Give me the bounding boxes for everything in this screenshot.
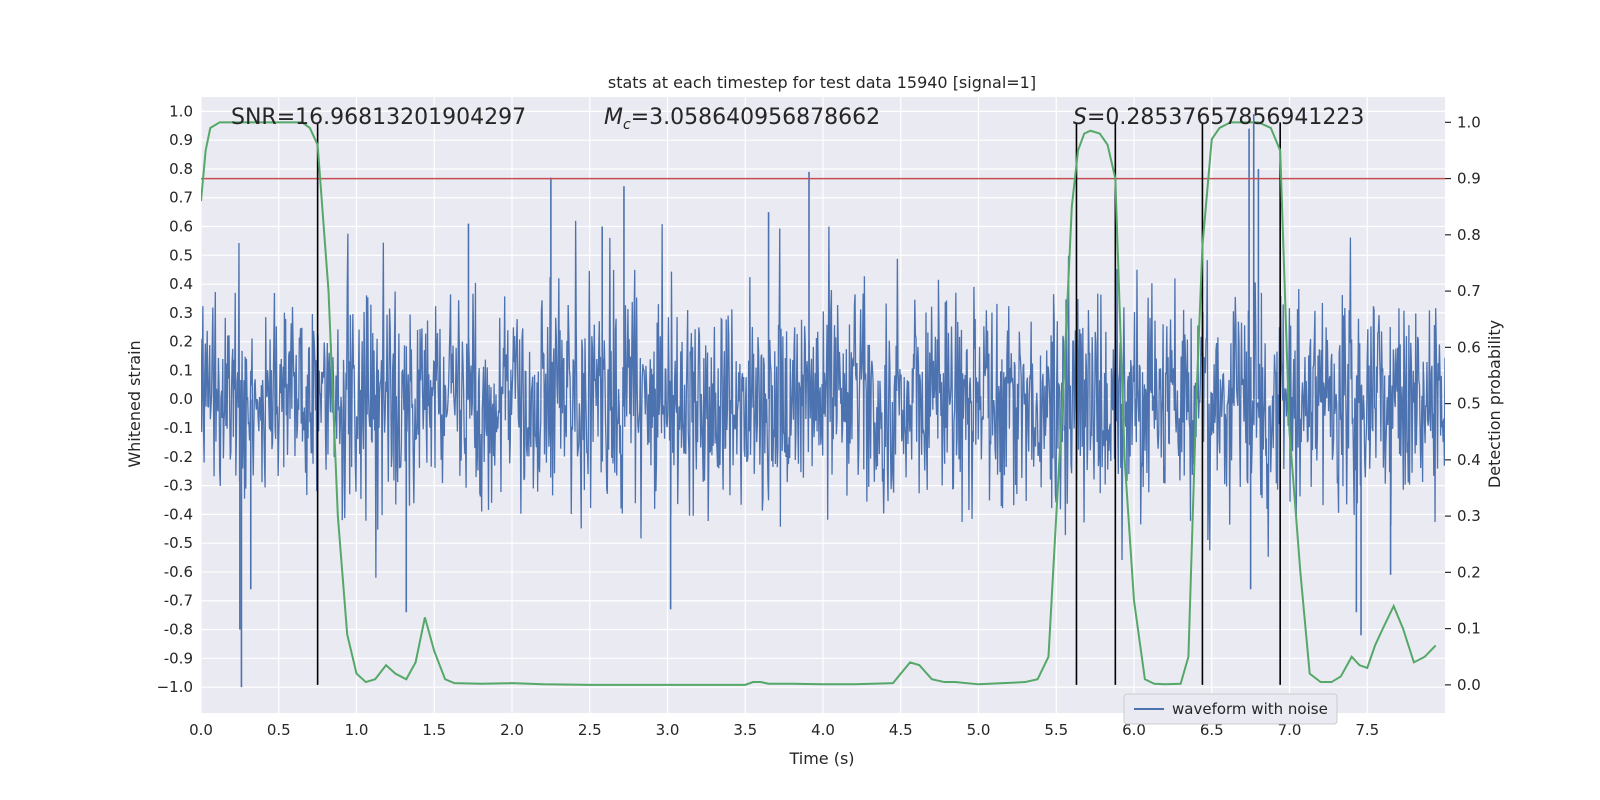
probability-line bbox=[201, 121, 1437, 686]
y-left-tick-label: -0.6 bbox=[164, 563, 193, 581]
probability-series bbox=[201, 121, 1437, 686]
x-tick-label: 4.5 bbox=[889, 721, 913, 739]
y-right-tick-label: 0.7 bbox=[1457, 282, 1481, 300]
y-axis-left-ticks: 1.0 0.9 0.8 0.7 0.6 0.5 0.4 0.3 0.2 0.1 0.0 -0.1 -0.… bbox=[157, 102, 193, 696]
chirp-mass-symbol: M bbox=[604, 105, 623, 130]
waveform-series bbox=[201, 114, 1445, 688]
y-right-tick-label: 1.0 bbox=[1457, 113, 1481, 131]
y-left-tick-label: -0.8 bbox=[164, 621, 193, 639]
x-tick-label: 2.0 bbox=[500, 721, 524, 739]
y-left-tick-label: -0.7 bbox=[164, 592, 193, 610]
legend-box bbox=[1123, 693, 1338, 725]
y-right-tick-label: 0.5 bbox=[1457, 395, 1481, 413]
x-tick-label: 0.0 bbox=[189, 721, 213, 739]
y-right-tick-label: 0.6 bbox=[1457, 338, 1481, 356]
event-lines bbox=[316, 122, 1281, 685]
y-left-tick-label: 0.1 bbox=[169, 361, 193, 379]
chirp-mass-value: =3.058640956878662 bbox=[631, 105, 880, 130]
y-left-tick-label: 0.8 bbox=[169, 160, 193, 178]
x-tick-label: 3.5 bbox=[733, 721, 757, 739]
chirp-mass-subscript: c bbox=[623, 117, 631, 133]
chirp-mass-annotation: Mc=3.058640956878662 bbox=[604, 105, 880, 133]
s-value: =0.28537657856941223 bbox=[1087, 105, 1364, 130]
y-right-tick-label: 0.4 bbox=[1457, 451, 1481, 469]
y-left-tick-label: -0.3 bbox=[164, 477, 193, 495]
y-left-tick-label: 0.9 bbox=[169, 131, 193, 149]
y-right-tick-label: 0.8 bbox=[1457, 226, 1481, 244]
y-right-tick-label: 0.9 bbox=[1457, 170, 1481, 188]
x-axis-ticks: 0.0 0.5 1.0 1.5 2.0 2.5 3.0 3.5 4.0 4.5 5.0 5.5 6.0 6… bbox=[189, 721, 1379, 739]
x-tick-label: 4.0 bbox=[811, 721, 835, 739]
y-left-tick-label: 0.5 bbox=[169, 246, 193, 264]
x-tick-label: 3.0 bbox=[656, 721, 680, 739]
x-tick-label: 5.5 bbox=[1044, 721, 1068, 739]
y-left-tick-label: 0.3 bbox=[169, 304, 193, 322]
y-left-tick-label: -0.4 bbox=[164, 505, 193, 523]
y-left-tick-label: −1.0 bbox=[157, 678, 193, 696]
y-axis-right-label: Detection probability bbox=[1485, 320, 1504, 488]
x-tick-label: 2.5 bbox=[578, 721, 602, 739]
y-left-tick-label: 0.2 bbox=[169, 333, 193, 351]
y-axis-right-ticks: 1.0 0.9 0.8 0.7 0.6 0.5 0.4 0.3 0.2 0.1 0.0 bbox=[1445, 113, 1481, 694]
x-tick-label: 7.5 bbox=[1355, 721, 1379, 739]
y-left-tick-label: 0.0 bbox=[169, 390, 193, 408]
x-tick-label: 1.0 bbox=[345, 721, 369, 739]
s-symbol: S bbox=[1073, 105, 1087, 130]
x-tick-label: 7.0 bbox=[1278, 721, 1302, 739]
s-annotation: S=0.28537657856941223 bbox=[1073, 105, 1364, 130]
y-left-tick-label: -0.2 bbox=[164, 448, 193, 466]
x-axis-label: Time (s) bbox=[788, 749, 854, 768]
y-axis-left-label: Whitened strain bbox=[125, 340, 144, 467]
legend: waveform with noise bbox=[1123, 693, 1338, 725]
y-left-tick-label: 0.4 bbox=[169, 275, 193, 293]
x-tick-label: 5.0 bbox=[967, 721, 991, 739]
y-left-tick-label: -0.5 bbox=[164, 534, 193, 552]
x-tick-label: 0.5 bbox=[267, 721, 291, 739]
waveform-line bbox=[201, 220, 1445, 578]
chart-title: stats at each timestep for test data 159… bbox=[608, 73, 1036, 92]
y-left-tick-label: 1.0 bbox=[169, 102, 193, 120]
x-tick-label: 6.0 bbox=[1122, 721, 1146, 739]
x-tick-label: 1.5 bbox=[422, 721, 446, 739]
x-tick-label: 6.5 bbox=[1200, 721, 1224, 739]
y-left-tick-label: -0.1 bbox=[164, 419, 193, 437]
y-right-tick-label: 0.1 bbox=[1457, 620, 1481, 638]
y-right-tick-label: 0.3 bbox=[1457, 507, 1481, 525]
y-left-tick-label: -0.9 bbox=[164, 649, 193, 667]
legend-label: waveform with noise bbox=[1172, 700, 1328, 718]
y-left-tick-label: 0.7 bbox=[169, 189, 193, 207]
snr-annotation: SNR=16.96813201904297 bbox=[231, 105, 526, 130]
y-right-tick-label: 0.0 bbox=[1457, 676, 1481, 694]
y-right-tick-label: 0.2 bbox=[1457, 563, 1481, 581]
y-left-tick-label: 0.6 bbox=[169, 218, 193, 236]
